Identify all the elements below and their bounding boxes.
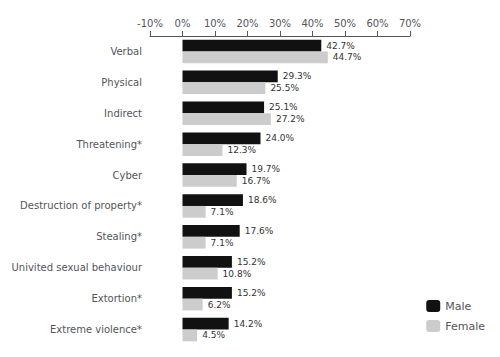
svg-text:25.1%: 25.1% [269,102,298,112]
svg-text:25.5%: 25.5% [270,83,299,93]
svg-text:44.7%: 44.7% [333,52,362,62]
svg-text:10%: 10% [204,18,226,29]
svg-text:15.2%: 15.2% [237,288,266,298]
svg-text:16.7%: 16.7% [242,176,271,186]
svg-text:30%: 30% [269,18,291,29]
svg-text:29.3%: 29.3% [283,71,312,81]
svg-text:Extreme violence*: Extreme violence* [50,324,142,335]
svg-text:Destruction of property*: Destruction of property* [20,200,142,211]
svg-text:7.1%: 7.1% [211,238,234,248]
svg-text:12.3%: 12.3% [227,145,256,155]
svg-text:Indirect: Indirect [104,108,142,119]
svg-text:-10%: -10% [137,18,163,29]
svg-text:Cyber: Cyber [112,170,142,181]
svg-text:14.2%: 14.2% [234,319,263,329]
svg-text:0%: 0% [175,18,191,29]
svg-text:Physical: Physical [101,77,142,88]
svg-text:4.5%: 4.5% [202,330,225,340]
svg-text:Female: Female [445,320,485,333]
svg-text:Verbal: Verbal [110,46,142,57]
svg-text:Male: Male [445,300,471,313]
svg-text:15.2%: 15.2% [237,257,266,267]
svg-text:24.0%: 24.0% [266,133,295,143]
svg-text:10.8%: 10.8% [223,269,252,279]
svg-text:Extortion*: Extortion* [91,293,142,304]
svg-text:27.2%: 27.2% [276,114,305,124]
svg-text:Stealing*: Stealing* [96,231,142,242]
svg-text:18.6%: 18.6% [248,195,277,205]
svg-text:42.7%: 42.7% [326,41,355,51]
svg-text:Threatening*: Threatening* [76,139,143,150]
svg-text:20%: 20% [236,18,258,29]
svg-text:Univited sexual behaviour: Univited sexual behaviour [12,262,143,273]
svg-text:60%: 60% [366,18,388,29]
svg-text:19.7%: 19.7% [252,164,281,174]
svg-text:70%: 70% [399,18,421,29]
svg-text:6.2%: 6.2% [208,300,231,310]
svg-text:7.1%: 7.1% [211,207,234,217]
svg-text:50%: 50% [334,18,356,29]
svg-text:40%: 40% [301,18,323,29]
svg-text:17.6%: 17.6% [245,226,274,236]
